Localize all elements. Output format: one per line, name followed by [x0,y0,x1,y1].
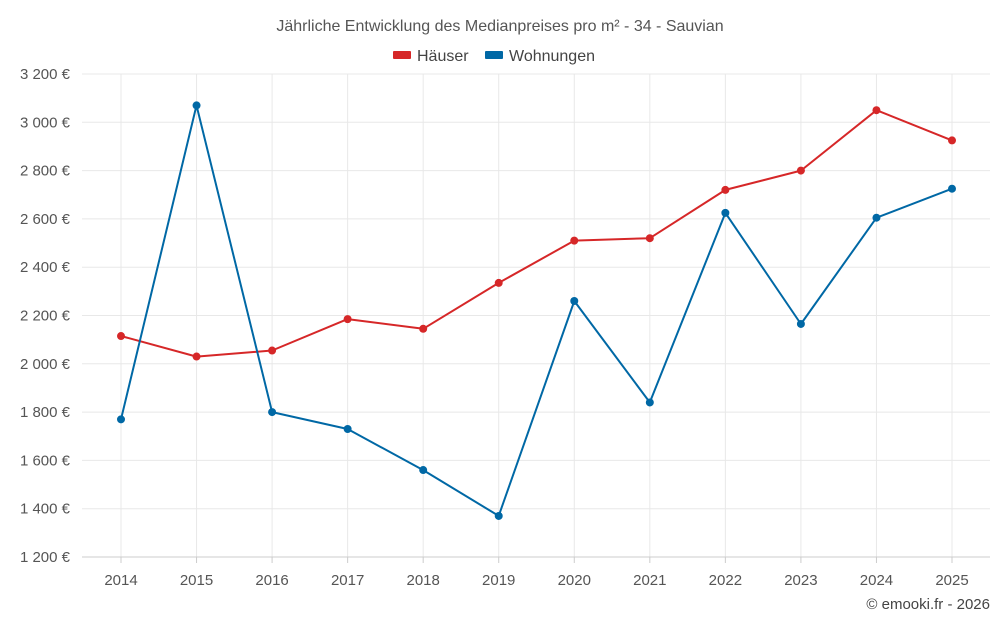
legend-swatch [485,51,503,59]
y-tick-label: 1 800 € [20,404,71,421]
data-point[interactable] [343,315,352,324]
y-tick-label: 3 000 € [20,114,71,131]
chart-title: Jährliche Entwicklung des Medianpreises … [276,18,723,35]
grid [82,73,990,558]
series-line-haeuser [120,109,953,358]
y-tick-label: 1 600 € [20,452,71,469]
y-tick-label: 2 000 € [20,356,71,373]
legend-swatch [393,51,411,59]
x-tick-label: 2014 [104,572,137,589]
y-tick-label: 2 400 € [20,259,71,276]
series-line-wohnungen [120,104,953,517]
data-point[interactable] [721,208,730,217]
y-tick-label: 2 800 € [20,163,71,180]
legend-label[interactable]: Häuser [417,48,469,65]
data-point[interactable] [494,511,503,520]
data-point[interactable] [948,136,956,145]
data-point[interactable] [117,415,125,424]
data-point[interactable] [117,332,125,341]
data-point[interactable] [645,398,654,407]
y-tick-label: 2 600 € [20,211,71,228]
data-point[interactable] [872,106,881,115]
x-tick-label: 2024 [860,572,893,589]
legend: Häuser Wohnungen [393,48,595,65]
data-point[interactable] [419,324,428,333]
x-tick-label: 2023 [784,572,817,589]
x-tick-label: 2025 [935,572,968,589]
data-point[interactable] [645,234,654,243]
y-axis: 1 200 € 1 400 € 1 600 € 1 800 € 2 000 € 2 200… [20,66,71,566]
data-point[interactable] [192,101,201,110]
y-tick-label: 3 200 € [20,66,71,83]
data-point[interactable] [796,166,805,175]
data-point[interactable] [192,352,201,361]
data-point[interactable] [721,185,730,194]
data-point[interactable] [343,425,352,434]
data-point[interactable] [570,236,579,245]
data-point[interactable] [268,408,277,417]
data-point[interactable] [570,297,579,306]
data-point[interactable] [419,466,428,475]
y-tick-label: 2 200 € [20,308,71,325]
x-tick-label: 2022 [709,572,742,589]
x-tick-label: 2020 [558,572,591,589]
x-tick-label: 2021 [633,572,666,589]
x-tick-label: 2018 [406,572,439,589]
data-point[interactable] [268,346,277,355]
data-point[interactable] [948,184,956,193]
x-axis: 2014 2015 2016 2017 2018 2019 2020 2021 2022 2023… [82,556,990,589]
x-tick-label: 2019 [482,572,515,589]
data-point[interactable] [872,213,881,222]
data-point[interactable] [796,319,805,328]
credit-text: © emooki.fr - 2026 [866,596,990,613]
y-tick-label: 1 400 € [20,501,71,518]
series-layer [117,101,956,520]
x-tick-label: 2016 [255,572,288,589]
y-tick-label: 1 200 € [20,549,71,566]
x-tick-label: 2015 [180,572,213,589]
legend-label[interactable]: Wohnungen [509,48,595,65]
data-point[interactable] [494,278,503,287]
x-tick-label: 2017 [331,572,364,589]
